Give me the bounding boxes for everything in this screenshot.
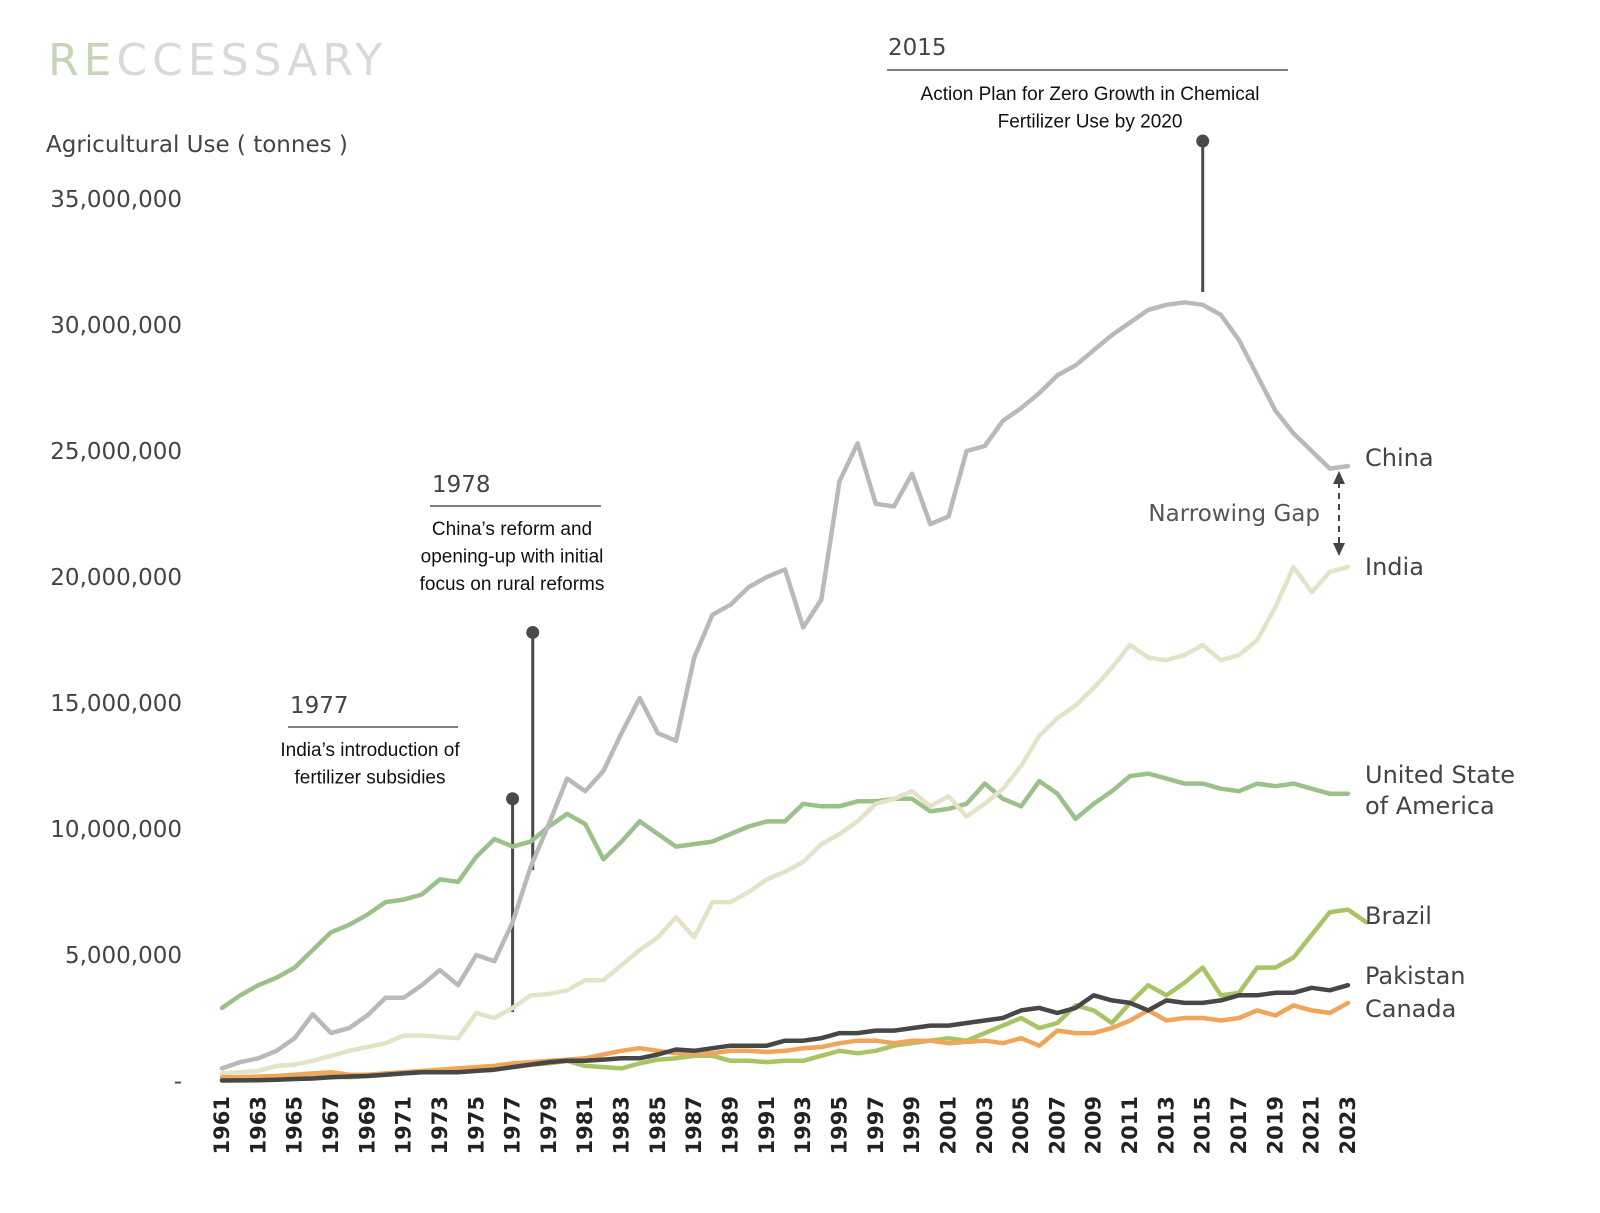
x-tick-label: 1963	[246, 1096, 270, 1154]
annotation-text: opening-up with initial	[421, 547, 604, 568]
x-tick-label: 1961	[210, 1096, 234, 1154]
series-line-brazil	[219, 907, 1369, 1082]
annotation-text: focus on rural reforms	[420, 574, 605, 595]
series-line-india	[219, 564, 1351, 1076]
y-tick-label: 35,000,000	[50, 187, 182, 213]
annotation-text: India’s introduction of	[280, 740, 460, 761]
x-tick-label: 1999	[900, 1096, 924, 1154]
y-tick-label: 5,000,000	[65, 943, 182, 969]
annotation-text: fertilizer subsidies	[295, 768, 446, 789]
series-label-china: China	[1365, 444, 1434, 472]
x-tick-label: 2021	[1300, 1096, 1324, 1154]
y-axis-ticks: - 5,000,000 10,000,000 15,000,000 20,000,000…	[50, 187, 182, 1095]
series-label-united-state-of-america: United State	[1365, 761, 1515, 789]
x-tick-label: 1973	[428, 1096, 452, 1154]
x-tick-label: 1965	[283, 1096, 307, 1154]
narrowing-gap-annotation: Narrowing Gap	[1148, 471, 1345, 556]
y-tick-label: 25,000,000	[50, 439, 182, 465]
x-tick-label: 2023	[1336, 1096, 1360, 1154]
series-line-united-state-of-america	[219, 771, 1351, 1011]
x-tick-label: 2015	[1191, 1096, 1215, 1154]
x-tick-label: 2005	[1009, 1096, 1033, 1154]
x-tick-label: 1969	[355, 1096, 379, 1154]
y-tick-label: 10,000,000	[50, 817, 182, 843]
annotation-text: Action Plan for Zero Growth in Chemical	[921, 84, 1260, 105]
y-tick-label: 30,000,000	[50, 313, 182, 339]
y-axis-label: Agricultural Use ( tonnes )	[46, 132, 348, 158]
x-tick-label: 1983	[610, 1096, 634, 1154]
annotation-text: China’s reform and	[432, 519, 592, 540]
gap-arrow-up-icon	[1333, 471, 1345, 484]
annotation-text: Fertilizer Use by 2020	[998, 112, 1183, 133]
y-tick-label: 20,000,000	[50, 565, 182, 591]
x-tick-label: 1975	[464, 1096, 488, 1154]
series-line-china	[219, 300, 1351, 1071]
x-tick-label: 1995	[827, 1096, 851, 1154]
x-tick-label: 1967	[319, 1096, 343, 1154]
x-tick-label: 2001	[936, 1096, 960, 1154]
x-tick-label: 1993	[791, 1096, 815, 1154]
x-tick-label: 2017	[1227, 1096, 1251, 1154]
x-tick-label: 1979	[537, 1096, 561, 1154]
annotation-year: 1977	[290, 693, 349, 719]
series-labels: China India United State of America Brazil Pa…	[1365, 444, 1515, 1023]
series-label-united-state-of-america: of America	[1365, 792, 1495, 820]
y-tick-label: 15,000,000	[50, 691, 182, 717]
series-line-pakistan	[219, 982, 1351, 1083]
x-tick-label: 1981	[573, 1096, 597, 1154]
brand-logo-part: CCESSARY	[116, 35, 387, 86]
series-label-brazil: Brazil	[1365, 902, 1432, 930]
brand-logo-part: RE	[48, 35, 116, 86]
x-tick-label: 2003	[973, 1096, 997, 1154]
gap-label: Narrowing Gap	[1148, 501, 1320, 527]
series-label-pakistan: Pakistan	[1365, 962, 1466, 990]
series-label-india: India	[1365, 553, 1424, 581]
y-tick-label: -	[174, 1069, 182, 1095]
series-lines	[219, 300, 1369, 1083]
x-tick-label: 1989	[719, 1096, 743, 1154]
x-tick-label: 1971	[392, 1096, 416, 1154]
x-tick-label: 2007	[1045, 1096, 1069, 1154]
x-tick-label: 2019	[1263, 1096, 1287, 1154]
x-tick-label: 1977	[501, 1096, 525, 1154]
x-tick-label: 2011	[1118, 1096, 1142, 1154]
annotations: 1977 India’s introduction of fertilizer su…	[280, 35, 1288, 789]
brand-logo: RECCESSARY	[48, 35, 387, 86]
x-axis-ticks: 1961 1963 1965 1967 1969 1971 1973 1975 1977 1979…	[210, 1096, 1360, 1154]
x-tick-label: 1991	[755, 1096, 779, 1154]
x-tick-label: 2013	[1154, 1096, 1178, 1154]
annotation-dot	[1196, 134, 1210, 148]
x-tick-label: 2009	[1082, 1096, 1106, 1154]
x-tick-label: 1987	[682, 1096, 706, 1154]
gap-arrow-down-icon	[1333, 543, 1345, 556]
annotation-year: 1978	[432, 472, 491, 498]
annotation-dot	[526, 625, 540, 639]
annotation-dot	[506, 792, 520, 806]
series-label-canada: Canada	[1365, 995, 1456, 1023]
annotation-year: 2015	[888, 35, 947, 61]
annotation-markers	[506, 134, 1210, 1012]
x-tick-label: 1997	[864, 1096, 888, 1154]
x-tick-label: 1985	[646, 1096, 670, 1154]
